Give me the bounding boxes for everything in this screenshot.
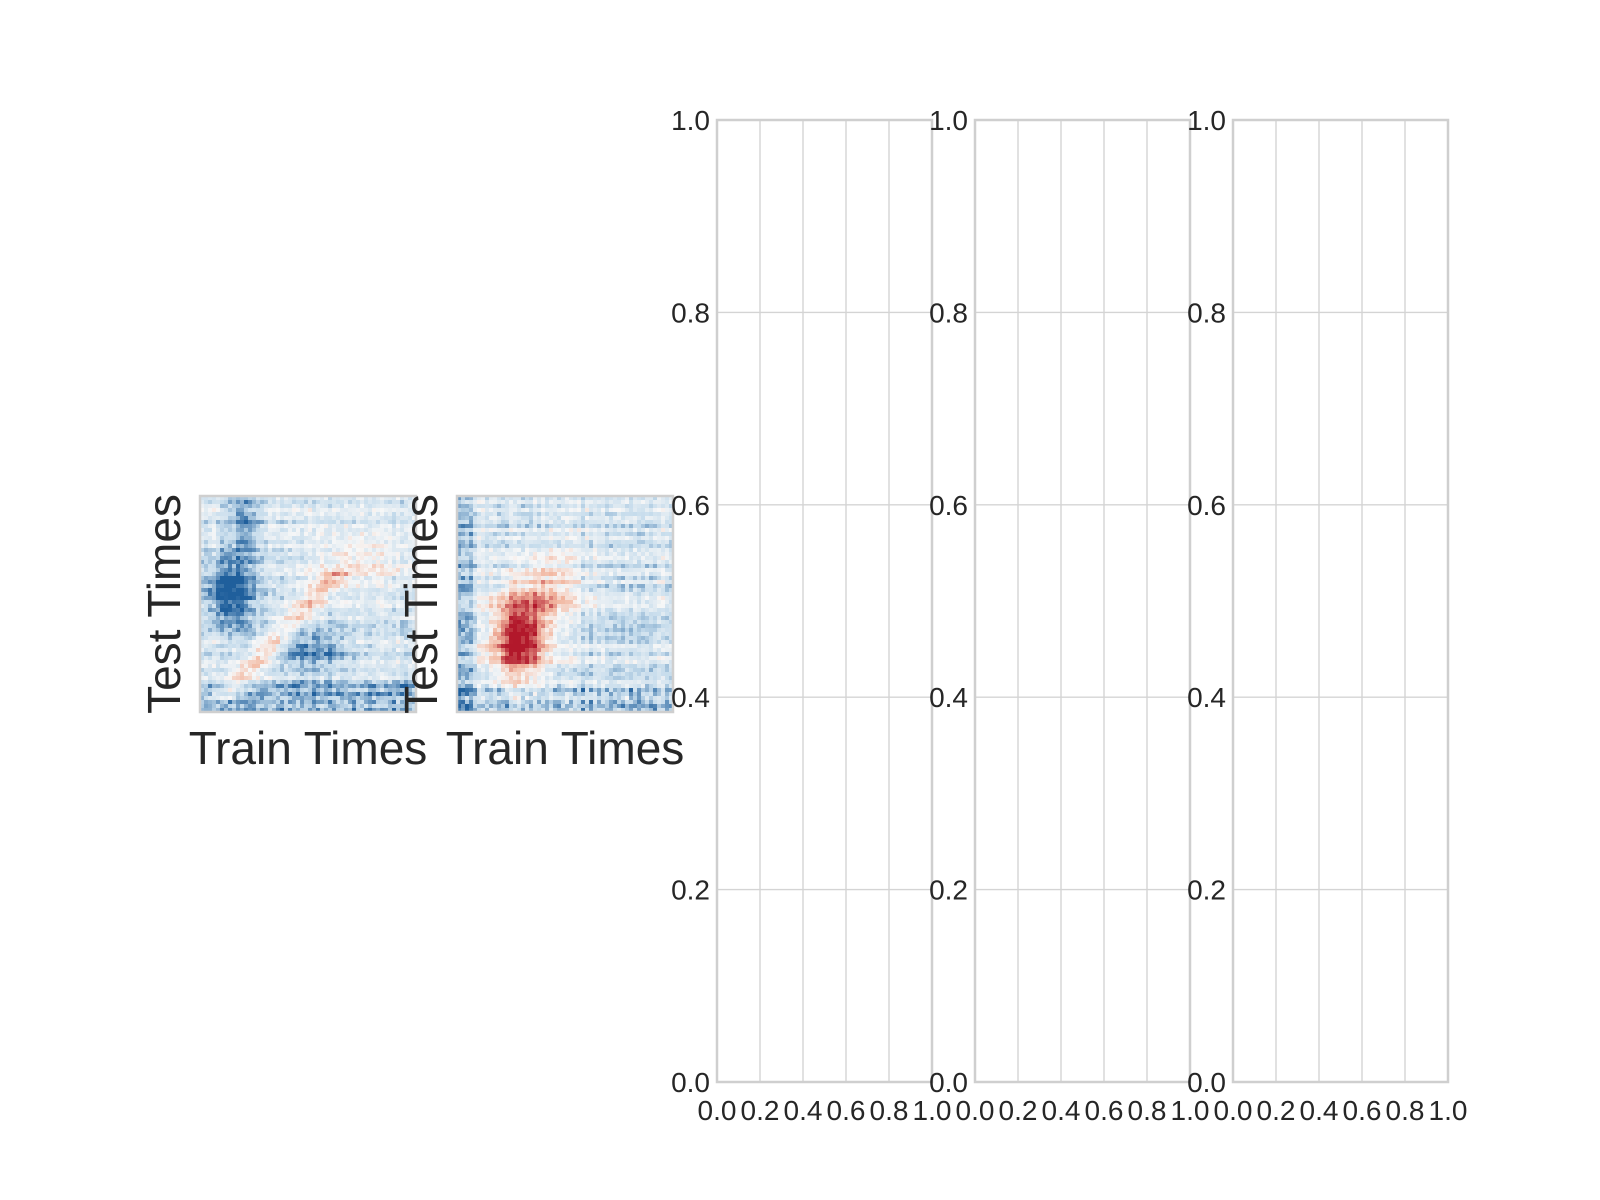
y-axis-label: Test Times <box>395 494 447 714</box>
x-tick-label: 1.0 <box>913 1095 952 1126</box>
heatmap-frame <box>198 494 418 714</box>
axes-panel-1: 0.00.20.40.60.81.00.0 0.2 0.4 0.6 0.8 1.0 <box>671 105 951 1126</box>
x-tick-label: 0.0 <box>1214 1095 1253 1126</box>
y-tick-label: 0.2 <box>1187 875 1226 906</box>
x-tick-label: 1.0 <box>1429 1095 1468 1126</box>
x-tick-label: 0.2 <box>999 1095 1038 1126</box>
heatmap-panels: Train Times Test Times Train Times Test Tim… <box>138 494 684 774</box>
x-tick-label: 0.6 <box>1343 1095 1382 1126</box>
y-tick-label: 0.8 <box>671 297 710 328</box>
x-tick-label: 0.8 <box>1128 1095 1167 1126</box>
y-tick-label: 0.2 <box>671 875 710 906</box>
gridlines <box>716 119 933 1083</box>
gridlines <box>1232 119 1449 1083</box>
heatmap-panel-2: Train Times Test Times <box>395 494 684 774</box>
x-tick-label: 0.6 <box>1085 1095 1124 1126</box>
y-tick-label: 1.0 <box>929 105 968 136</box>
y-tick-label: 0.6 <box>671 490 710 521</box>
y-tick-label: 0.6 <box>1187 490 1226 521</box>
y-tick-label: 0.4 <box>671 682 710 713</box>
x-tick-label: 0.2 <box>741 1095 780 1126</box>
y-tick-label: 0.8 <box>1187 297 1226 328</box>
axes-panel-2: 0.00.20.40.60.81.00.0 0.2 0.4 0.6 0.8 1.0 <box>929 105 1209 1126</box>
x-tick-label: 1.0 <box>1171 1095 1210 1126</box>
y-tick-label: 1.0 <box>1187 105 1226 136</box>
y-tick-label: 1.0 <box>671 105 710 136</box>
y-tick-label: 0.4 <box>1187 682 1226 713</box>
y-tick-label: 0.0 <box>671 1067 710 1098</box>
gridlines <box>974 119 1191 1083</box>
x-tick-label: 0.4 <box>1042 1095 1081 1126</box>
heatmap-cells <box>200 496 417 713</box>
x-axis-label: Train Times <box>446 722 685 774</box>
heatmap-panel-1: Train Times Test Times <box>138 494 427 774</box>
x-tick-label: 0.8 <box>1386 1095 1425 1126</box>
y-axis-label: Test Times <box>138 494 190 714</box>
x-tick-label: 0.6 <box>827 1095 866 1126</box>
x-tick-label: 0.8 <box>870 1095 909 1126</box>
y-tick-label: 0.0 <box>1187 1067 1226 1098</box>
axes-frame <box>973 118 1192 1084</box>
axes-frame <box>715 118 934 1084</box>
empty-axes-panels: 0.00.20.40.60.81.00.0 0.2 0.4 0.6 0.8 1.00.00… <box>671 105 1467 1126</box>
axes-panel-3: 0.00.20.40.60.81.00.0 0.2 0.4 0.6 0.8 1.0 <box>1187 105 1467 1126</box>
heatmap-cells <box>457 496 674 713</box>
y-tick-label: 0.6 <box>929 490 968 521</box>
x-tick-label: 0.0 <box>698 1095 737 1126</box>
heatmap-frame <box>455 494 675 714</box>
y-tick-label: 0.0 <box>929 1067 968 1098</box>
y-tick-label: 0.4 <box>929 682 968 713</box>
x-axis-label: Train Times <box>189 722 428 774</box>
x-tick-label: 0.4 <box>1300 1095 1339 1126</box>
y-tick-label: 0.2 <box>929 875 968 906</box>
x-tick-label: 0.4 <box>784 1095 823 1126</box>
y-tick-label: 0.8 <box>929 297 968 328</box>
axes-frame <box>1231 118 1450 1084</box>
x-tick-label: 0.0 <box>956 1095 995 1126</box>
x-tick-label: 0.2 <box>1257 1095 1296 1126</box>
